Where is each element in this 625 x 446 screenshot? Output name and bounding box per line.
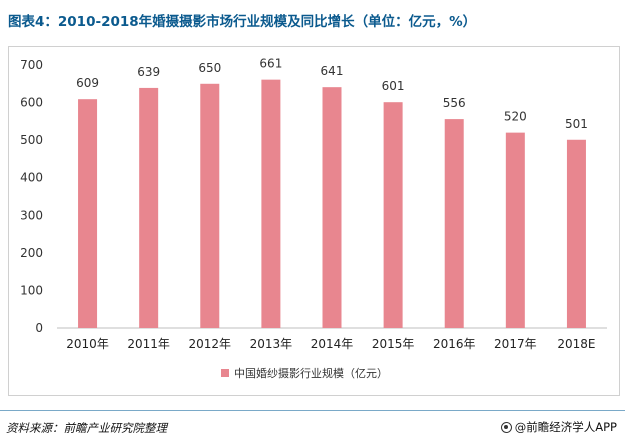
chart-title: 图表4：2010-2018年婚摄摄影市场行业规模及同比增长（单位：亿元，%）	[8, 14, 477, 30]
y-tick-label-500: 500	[20, 133, 43, 147]
chart-area: 0 100 200 300 400 500 600 700 609 2010年 639 2011年 65…	[8, 46, 620, 396]
x-tick-label-2013年: 2013年	[250, 337, 293, 351]
data-label-2016年: 556	[443, 96, 466, 110]
x-tick-label-2010年: 2010年	[66, 337, 109, 351]
brand-label: @前瞻经济学人APP	[514, 420, 617, 434]
bar-2010年	[78, 99, 98, 328]
legend-label: 中国婚纱摄影行业规模（亿元）	[234, 366, 388, 380]
x-tick-label-2018E: 2018E	[557, 337, 595, 351]
bar-2014年	[322, 87, 342, 328]
bar-2015年	[383, 102, 403, 328]
data-label-2014年: 641	[321, 64, 344, 78]
x-tick-label-2016年: 2016年	[433, 337, 476, 351]
x-tick-label-2014年: 2014年	[311, 337, 354, 351]
y-tick-label-600: 600	[20, 96, 43, 110]
x-tick-label-2012年: 2012年	[189, 337, 232, 351]
x-tick-label-2017年: 2017年	[494, 337, 537, 351]
bar-2013年	[261, 79, 281, 328]
data-label-2018E: 501	[565, 117, 588, 131]
x-tick-label-2011年: 2011年	[127, 337, 170, 351]
data-label-2013年: 661	[259, 57, 282, 71]
bar-2018E	[566, 139, 586, 328]
y-tick-label-200: 200	[20, 246, 43, 260]
data-label-2017年: 520	[504, 110, 527, 124]
data-label-2011年: 639	[137, 65, 160, 79]
y-tick-label-400: 400	[20, 171, 43, 185]
y-tick-label-0: 0	[35, 321, 43, 335]
data-label-2012年: 650	[198, 61, 221, 75]
y-tick-label-700: 700	[20, 58, 43, 72]
data-label-2010年: 609	[76, 76, 99, 90]
y-tick-label-300: 300	[20, 208, 43, 222]
bar-chart: 0 100 200 300 400 500 600 700 609 2010年 639 2011年 65…	[20, 57, 607, 380]
footer-divider	[0, 410, 625, 411]
source-note: 资料来源：前瞻产业研究院整理	[6, 421, 167, 435]
data-label-2015年: 601	[382, 79, 405, 93]
bar-2011年	[139, 87, 159, 328]
y-tick-label-100: 100	[20, 283, 43, 297]
bar-2016年	[444, 119, 464, 328]
bar-2012年	[200, 83, 220, 329]
brand-logo-icon	[500, 421, 512, 433]
x-tick-label-2015年: 2015年	[372, 337, 415, 351]
legend-swatch	[221, 369, 229, 377]
brand-credit: @前瞻经济学人APP	[500, 419, 617, 435]
bar-2017年	[505, 132, 525, 328]
